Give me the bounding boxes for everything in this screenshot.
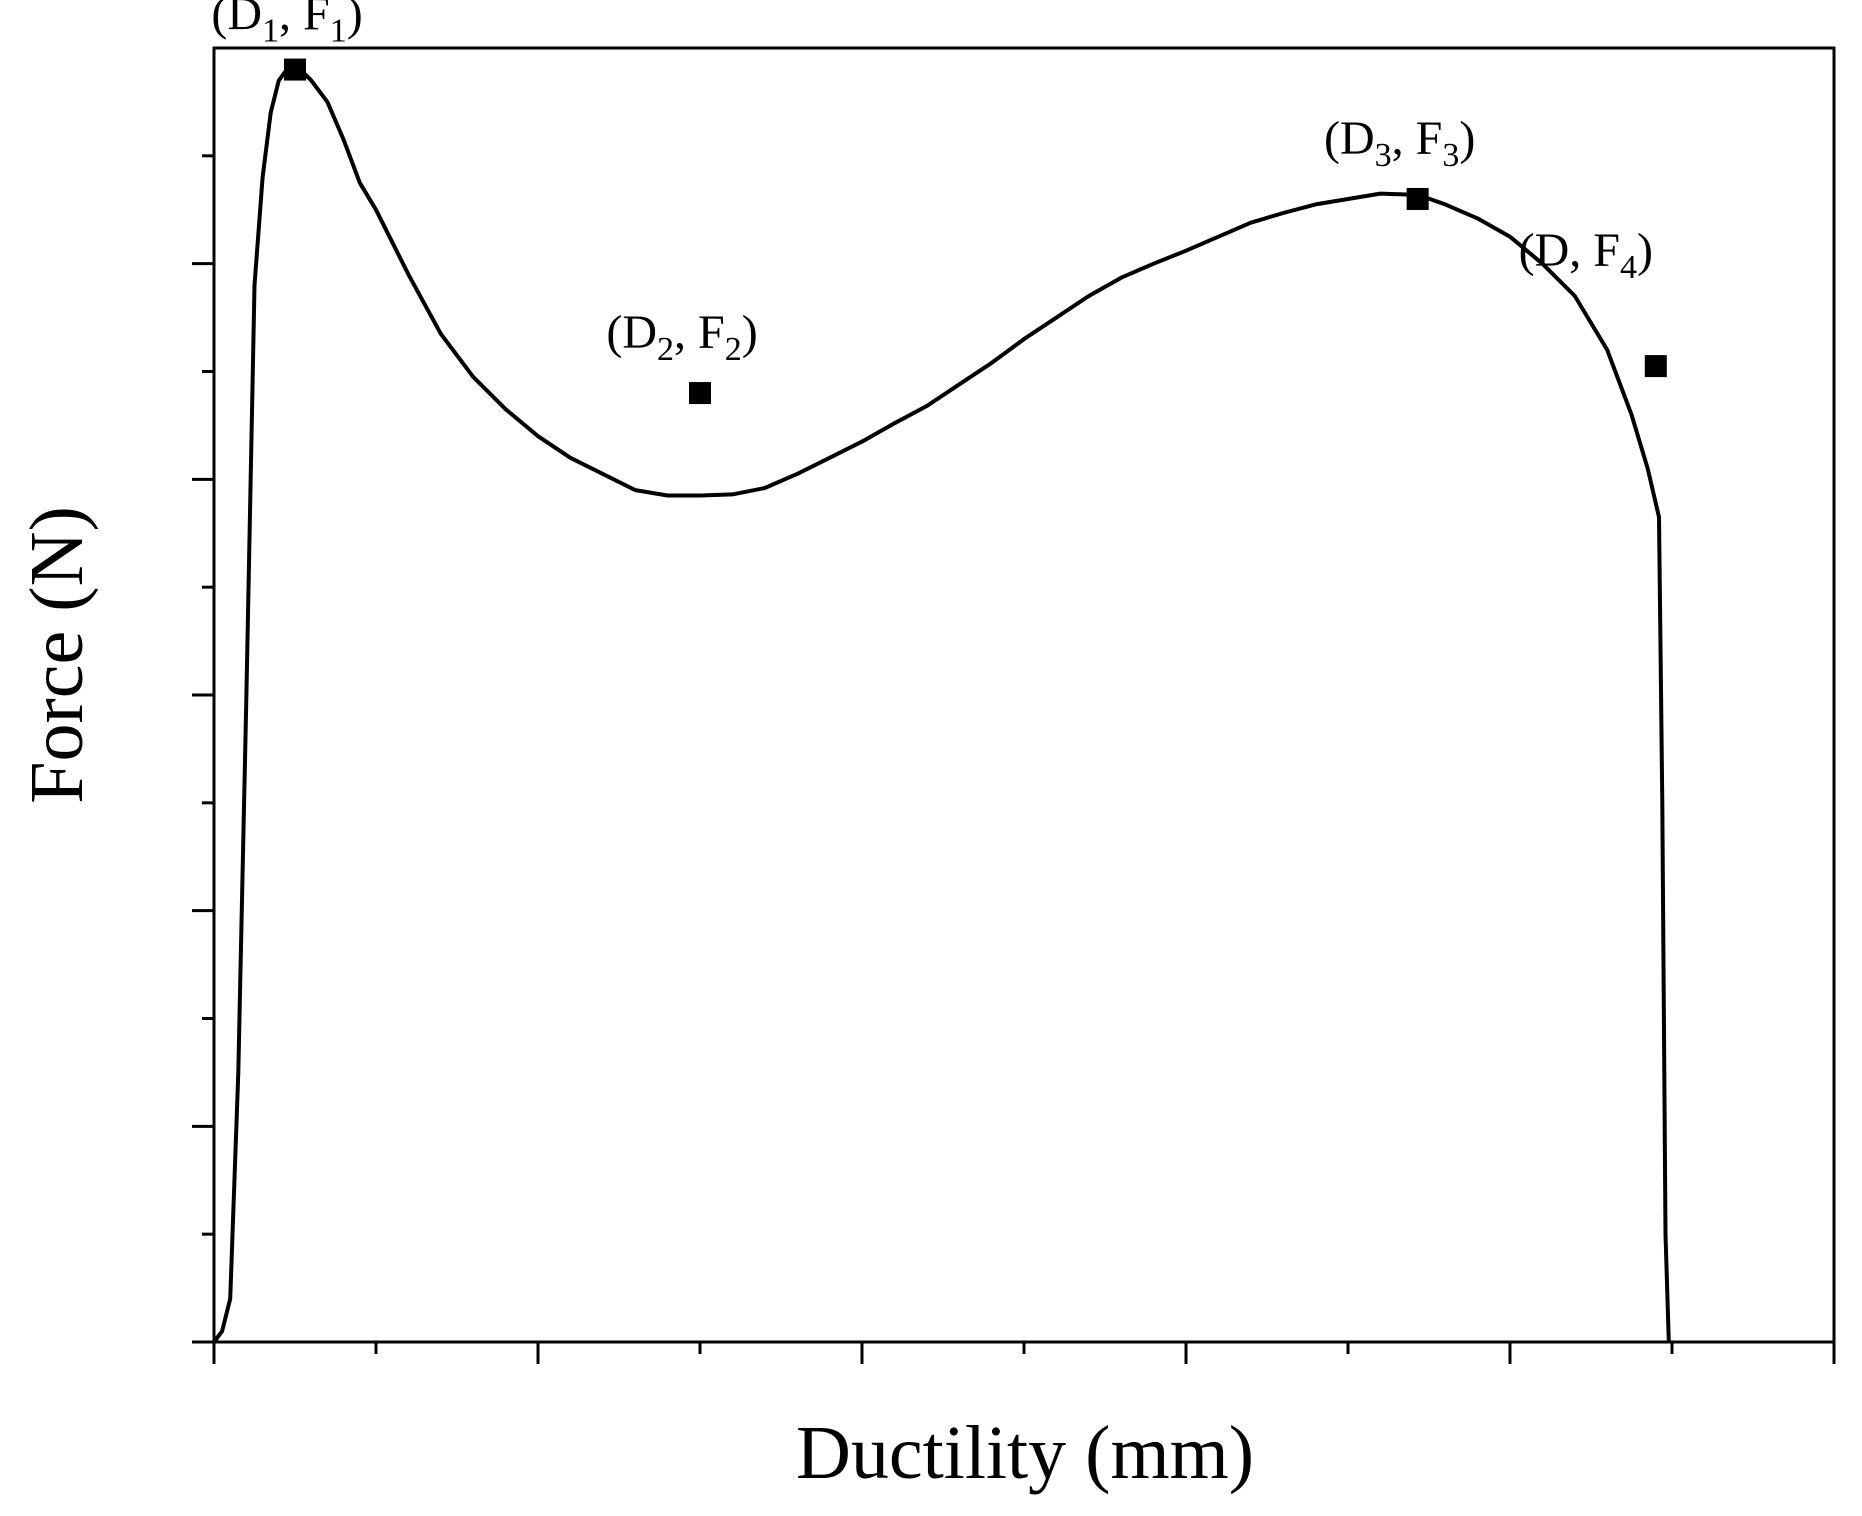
markers [284,58,1667,405]
point-label-subscript: 2 [725,331,742,368]
x-axis-title: Ductility (mm) [796,1411,1254,1495]
point-label-2: (D2, F2) [606,306,757,368]
point-label-subscript: 2 [657,331,674,368]
point-label-text: ) [347,0,363,41]
point-labels: (D1, F1)(D2, F2)(D3, F3)(D, F4) [211,0,1653,368]
point-label-subscript: 1 [262,13,279,50]
point-label-text: , F [1392,112,1443,165]
y-axis-title: Force (N) [15,506,99,804]
axes [192,46,1836,1364]
point-label-subscript: 3 [1375,137,1392,174]
point-label-text: , F [674,306,725,359]
point-label-4: (D, F4) [1519,224,1653,286]
data-marker-4 [1644,355,1667,378]
point-label-subscript: 4 [1620,249,1637,286]
point-label-text: (D, F [1519,224,1620,277]
point-label-text: ) [1459,112,1475,165]
point-label-text: , F [279,0,330,41]
data-marker-1 [284,58,306,81]
point-label-text: (D [1324,112,1375,165]
point-label-text: ) [1637,224,1653,277]
point-label-subscript: 1 [330,13,347,50]
point-label-subscript: 3 [1442,137,1459,174]
point-label-text: (D [211,0,262,41]
point-label-1: (D1, F1) [211,0,362,50]
point-label-text: (D [606,306,657,359]
point-label-3: (D3, F3) [1324,112,1475,174]
data-marker-3 [1406,187,1429,210]
curve-layer [212,62,1671,1344]
data-marker-2 [689,382,711,405]
series-line-0 [212,62,1671,1344]
point-label-text: ) [742,306,758,359]
